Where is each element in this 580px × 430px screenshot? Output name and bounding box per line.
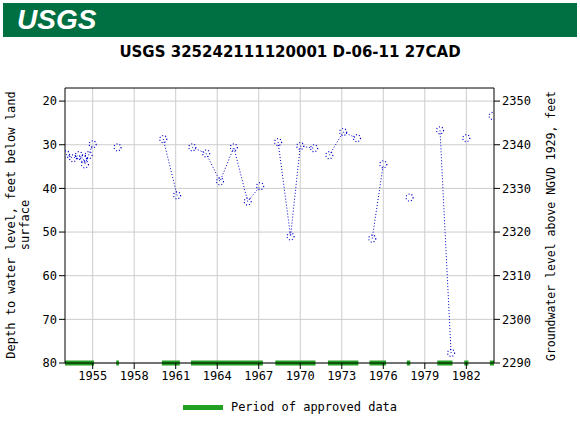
svg-text:2290: 2290 [502, 356, 531, 370]
svg-text:1973: 1973 [327, 369, 356, 383]
svg-text:1961: 1961 [161, 369, 190, 383]
svg-text:1964: 1964 [203, 369, 232, 383]
svg-text:80: 80 [43, 356, 57, 370]
svg-text:40: 40 [43, 182, 57, 196]
svg-text:50: 50 [43, 225, 57, 239]
svg-text:1979: 1979 [410, 369, 439, 383]
svg-text:70: 70 [43, 313, 57, 327]
html-text:USGS 325242111120001 D-06-11 2: USGS 325242111120001 D-06-11 27CAD [119, 43, 461, 61]
svg-text:2330: 2330 [502, 182, 531, 196]
html-text:Period of approved data: Period of approved data [230, 400, 398, 414]
svg-text:1976: 1976 [369, 369, 398, 383]
svg-text:2320: 2320 [502, 225, 531, 239]
html-text:Depth to water level, feet bel: Depth to water level, feet below land [4, 91, 18, 359]
svg-text:2350: 2350 [502, 94, 531, 108]
svg-text:2340: 2340 [502, 138, 531, 152]
svg-text:1970: 1970 [286, 369, 315, 383]
svg-text:2300: 2300 [502, 313, 531, 327]
html-text:surface: surface [18, 199, 32, 251]
html-text:USGS: USGS [17, 4, 97, 35]
svg-text:1982: 1982 [452, 369, 481, 383]
svg-text:1958: 1958 [120, 369, 149, 383]
svg-text:30: 30 [43, 138, 57, 152]
svg-text:1955: 1955 [78, 369, 107, 383]
html-text:Groundwater level above NGVD 1: Groundwater level above NGVD 1929, feet [544, 91, 558, 361]
svg-text:60: 60 [43, 269, 57, 283]
svg-text:1967: 1967 [244, 369, 273, 383]
svg-text:20: 20 [43, 94, 57, 108]
svg-text:2310: 2310 [502, 269, 531, 283]
